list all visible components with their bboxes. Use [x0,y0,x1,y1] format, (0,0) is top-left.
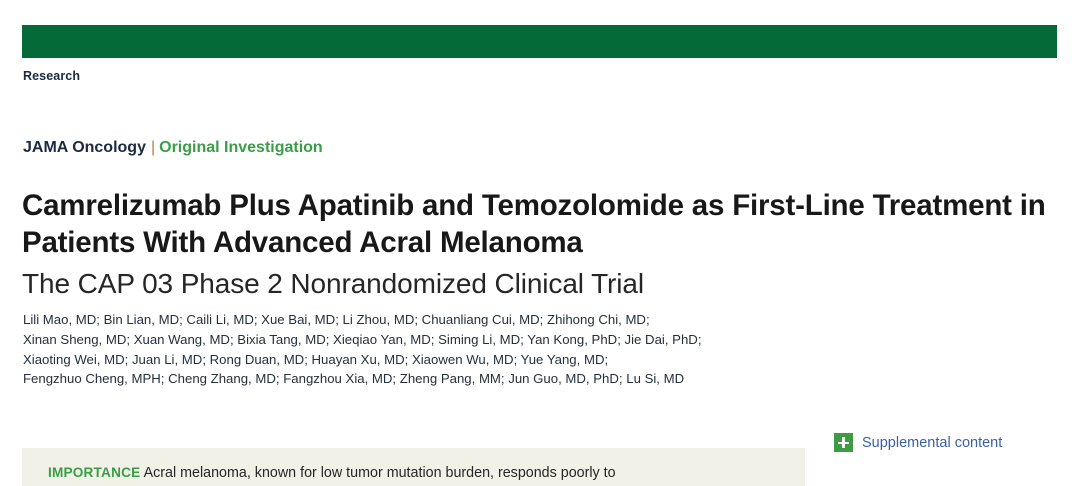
abstract-section-heading: IMPORTANCE [48,465,141,480]
article-type-label[interactable]: Original Investigation [159,139,323,156]
top-green-banner [22,25,1057,58]
author-line: Xiaoting Wei, MD; Juan Li, MD; Rong Duan… [23,351,609,367]
author-line: Fengzhuo Cheng, MPH; Cheng Zhang, MD; Fa… [23,371,685,387]
author-list: Lili Mao, MD; Bin Lian, MD; Caili Li, MD… [23,310,1033,389]
journal-breadcrumb: JAMA Oncology | Original Investigation [23,138,323,158]
abstract-background [22,448,805,486]
journal-name: JAMA Oncology [23,139,146,156]
author-line: Lili Mao, MD; Bin Lian, MD; Caili Li, MD… [23,312,650,327]
section-kicker-research: Research [23,69,81,83]
abstract-section-body: Acral melanoma, known for low tumor muta… [143,465,616,481]
article-title: Camrelizumab Plus Apatinib and Temozolom… [22,188,1046,259]
plus-icon [834,433,853,452]
article-subtitle: The CAP 03 Phase 2 Nonrandomized Clinica… [22,268,644,300]
supplemental-content-label: Supplemental content [862,434,1003,451]
abstract-importance-paragraph: IMPORTANCE Acral melanoma, known for low… [48,462,788,484]
supplemental-content-link[interactable]: Supplemental content [834,433,1002,452]
author-line: Xinan Sheng, MD; Xuan Wang, MD; Bixia Ta… [23,331,702,347]
breadcrumb-separator: | [150,139,156,156]
